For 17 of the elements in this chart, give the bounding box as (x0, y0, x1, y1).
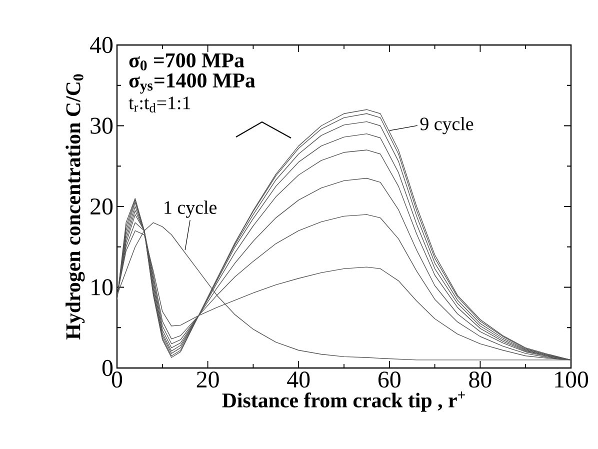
annotation: 9 cycle (420, 116, 474, 134)
annotation: 1 cycle (164, 200, 217, 218)
x-tick-label: 40 (287, 372, 310, 388)
x-tick-label: 100 (555, 372, 588, 388)
x-tick-label: 60 (378, 372, 400, 388)
x-tick-label: 80 (469, 372, 492, 388)
y-tick-label: 20 (90, 198, 113, 215)
annotation: σ$_{0}$ =700 MPa (129, 53, 244, 70)
y-tick-label: 10 (92, 279, 113, 296)
y-tick-label: 30 (90, 118, 113, 134)
x-axis-title: Distance from crack tip , r$^{+}$ (222, 392, 465, 412)
annotation: t$_{r}$:t$_{d}$=1:1 (128, 96, 190, 112)
annotation: σ$_{ys}$=1400 MPa (129, 73, 256, 94)
y-axis-title: Hydrogen concentration C/C$_{0}$ (66, 74, 85, 340)
y-tick-label: 0 (102, 360, 113, 376)
y-tick-label: 40 (90, 36, 113, 54)
x-tick-label: 20 (196, 372, 219, 388)
